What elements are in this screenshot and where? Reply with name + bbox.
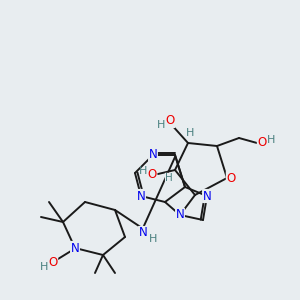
Text: N: N [70, 242, 80, 254]
Text: O: O [147, 167, 157, 181]
Text: N: N [202, 190, 211, 202]
Text: H: H [139, 166, 147, 176]
Text: O: O [48, 256, 58, 268]
Text: N: N [148, 148, 158, 161]
Text: N: N [176, 208, 184, 221]
Text: O: O [257, 136, 267, 149]
Text: H: H [186, 128, 194, 138]
Text: O: O [165, 115, 175, 128]
Text: H: H [267, 135, 275, 145]
Text: H: H [40, 262, 48, 272]
Text: H: H [165, 173, 173, 183]
Text: H: H [157, 120, 165, 130]
Text: N: N [139, 226, 147, 239]
Text: H: H [149, 234, 157, 244]
Text: O: O [226, 172, 236, 184]
Text: N: N [136, 190, 146, 202]
